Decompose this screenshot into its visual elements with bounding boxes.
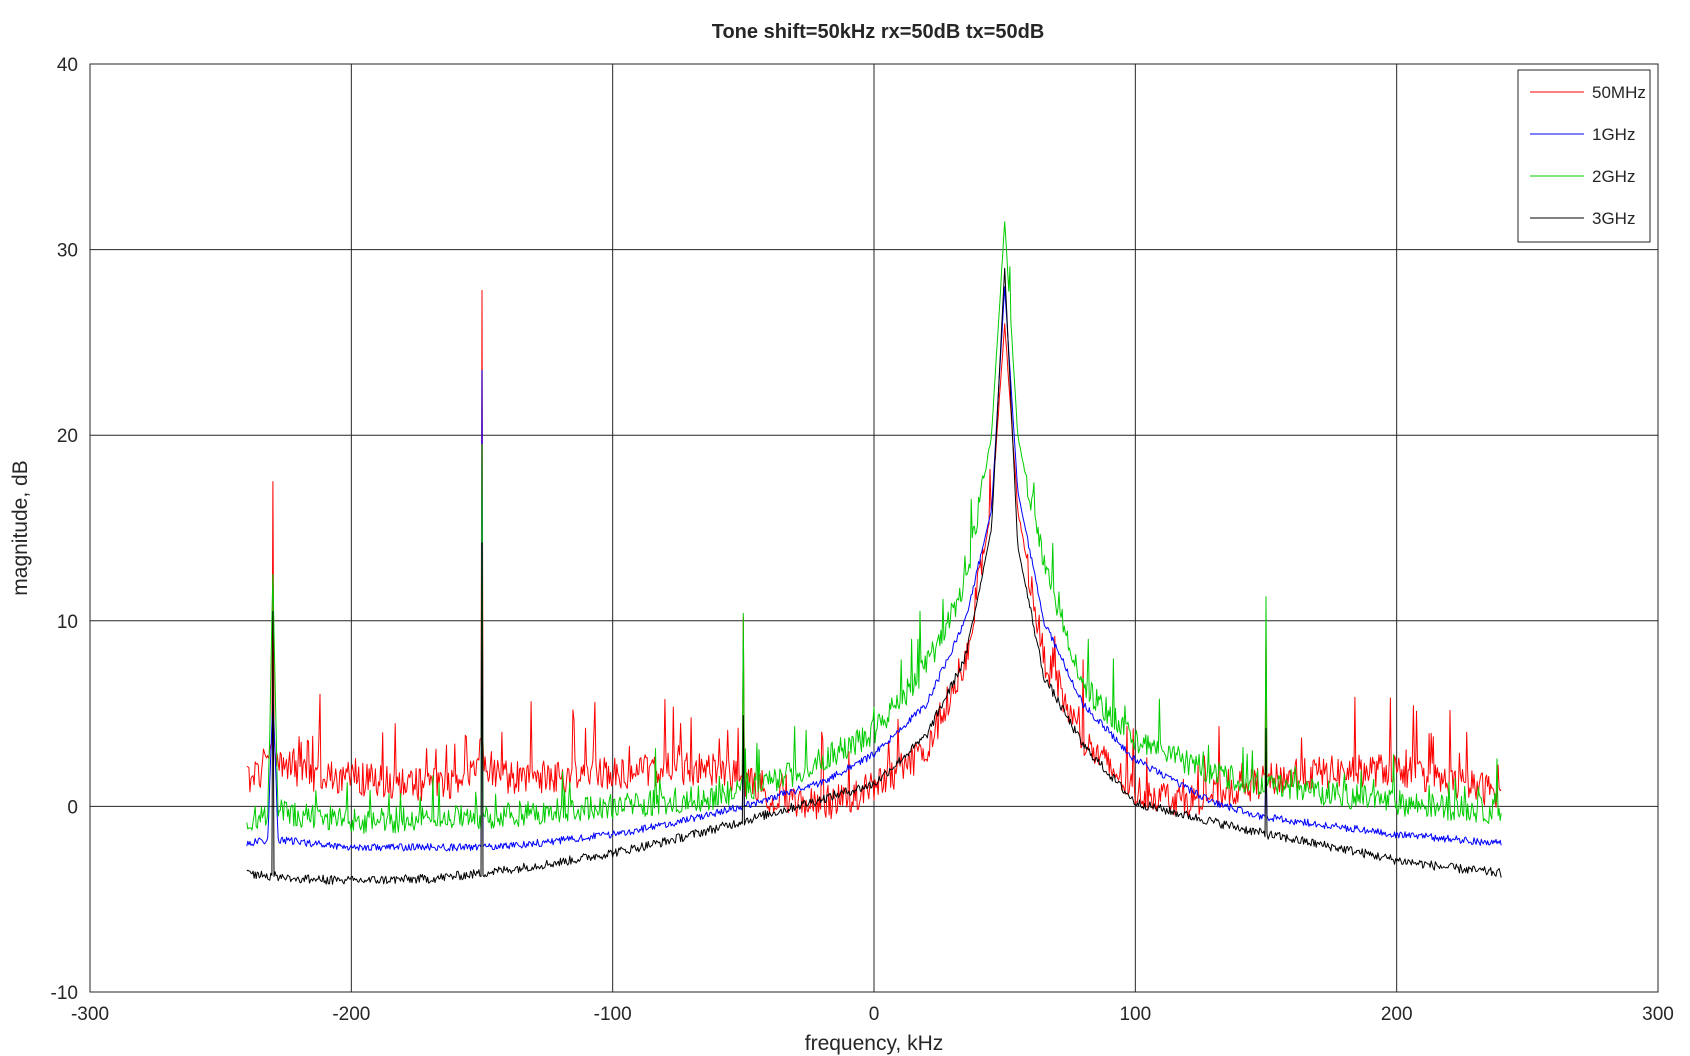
legend-label: 2GHz [1592,167,1635,186]
x-axis-label: frequency, kHz [805,1032,944,1055]
series-line-1GHz [246,286,1502,852]
y-tick-label: -10 [51,983,78,1004]
legend-box [1517,69,1651,243]
x-axis-ticks: -300 -200 -100 0 100 200 300 [71,1004,1674,1025]
legend-label: 50MHz [1592,83,1646,102]
x-tick-label: 200 [1381,1004,1413,1025]
x-tick-label: -200 [332,1004,370,1025]
series-lines [246,221,1502,885]
y-tick-label: 10 [57,612,78,633]
y-axis-ticks: -10 0 10 20 30 40 [51,55,78,1004]
legend-label: 3GHz [1592,209,1635,228]
y-tick-label: 20 [57,426,78,447]
grid-lines [89,63,1659,993]
series-line-50MHz [246,289,1502,820]
x-tick-label: 0 [869,1004,880,1025]
x-tick-label: 100 [1119,1004,1151,1025]
x-tick-label: -300 [71,1004,109,1025]
legend-label: 1GHz [1592,125,1635,144]
x-tick-label: -100 [594,1004,632,1025]
chart-title: Tone shift=50kHz rx=50dB tx=50dB [712,21,1045,43]
y-axis-label: magnitude, dB [9,460,32,595]
y-tick-label: 40 [57,55,78,76]
plot-area-frame [89,63,1659,993]
x-tick-label: 300 [1642,1004,1674,1025]
series-line-2GHz [246,221,1502,834]
y-tick-label: 30 [57,241,78,262]
legend: 50MHz 1GHz 2GHz 3GHz [1517,69,1651,243]
series-line-3GHz [246,267,1502,885]
y-tick-label: 0 [67,797,78,818]
